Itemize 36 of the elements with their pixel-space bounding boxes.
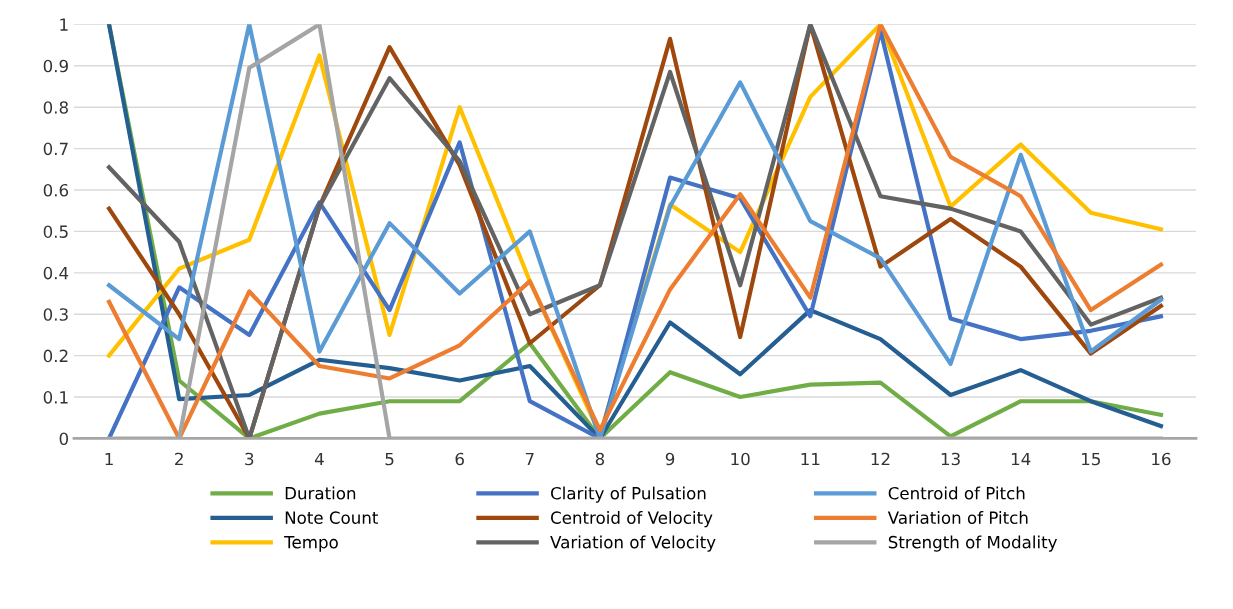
x-tick-label: 16	[1152, 452, 1171, 466]
y-tick-label: 0.5	[43, 225, 68, 238]
x-tick-label: 2	[175, 452, 183, 466]
y-tick-label: 0.7	[43, 142, 68, 156]
y-tick-label: 0.1	[43, 391, 68, 404]
x-tick-label: 14	[1011, 452, 1031, 466]
legend-label: Centroid of Velocity	[551, 511, 713, 528]
y-tick-label: 0.4	[43, 266, 69, 280]
x-tick-label: 15	[1082, 452, 1100, 466]
legend-label: Duration	[285, 486, 356, 500]
legend-label: Clarity of Pulsation	[551, 486, 706, 503]
y-tick-label: 0.6	[43, 183, 69, 197]
x-tick-label: 8	[595, 452, 605, 466]
y-tick-label: 0.3	[43, 308, 68, 321]
x-tick-label: 3	[245, 452, 254, 466]
x-tick-label: 12	[871, 452, 890, 466]
x-tick-label: 9	[665, 452, 675, 466]
x-tick-label: 1	[105, 452, 113, 466]
x-tick-label: 6	[455, 452, 464, 466]
y-tick-label: 0.9	[43, 59, 68, 73]
y-tick-label: 0.2	[43, 349, 68, 363]
x-tick-label: 10	[731, 452, 750, 466]
y-tick-label: 0.8	[43, 101, 68, 114]
x-tick-label: 11	[801, 452, 820, 466]
legend-label: Note Count	[285, 511, 378, 524]
legend-label: Strength of Modality	[888, 535, 1057, 552]
x-tick-label: 13	[941, 452, 960, 466]
legend-label: Tempo	[284, 536, 338, 552]
y-tick-label: 0	[59, 432, 69, 446]
legend-label: Variation of Velocity	[550, 535, 716, 552]
x-tick-label: 5	[385, 452, 394, 466]
legend-label: Centroid of Pitch	[888, 486, 1025, 500]
x-tick-label: 4	[314, 452, 324, 466]
y-tick-label: 1	[60, 18, 68, 31]
legend-label: Variation of Pitch	[887, 511, 1028, 524]
x-tick-label: 7	[525, 452, 534, 466]
